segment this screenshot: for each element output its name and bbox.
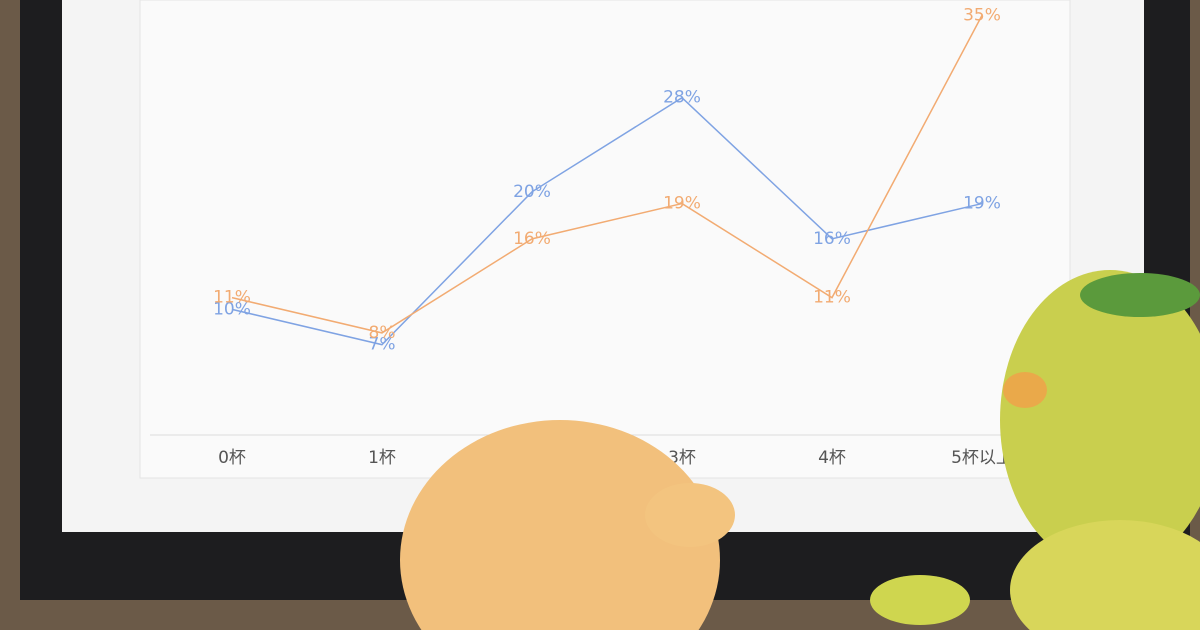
data-label: 16% — [513, 229, 551, 249]
data-label: 8% — [369, 323, 396, 343]
chart: 0杯 1杯 3杯 4杯 5杯以上10%7%20%28%16%19%11%8%16%19%… — [213, 5, 1013, 468]
felt-doll-hand — [870, 575, 970, 625]
x-tick-label: 5杯以上 — [951, 448, 1013, 468]
data-label: 20% — [513, 182, 551, 202]
x-tick-label: 0杯 — [218, 448, 246, 468]
felt-doll-body — [1010, 520, 1200, 634]
x-tick-label: 1杯 — [368, 448, 396, 468]
felt-doll-beak — [1003, 372, 1047, 408]
felt-doll-hat — [1080, 273, 1200, 317]
data-label: 11% — [813, 288, 851, 308]
data-label: 35% — [963, 5, 1001, 25]
line-series — [231, 15, 983, 334]
data-label: 11% — [213, 288, 251, 308]
felt-doll-beak — [645, 483, 735, 547]
data-label: 19% — [663, 194, 701, 214]
felt-doll-orange — [400, 420, 720, 634]
data-label: 28% — [663, 88, 701, 108]
x-tick-label: 4杯 — [818, 448, 846, 468]
data-label: 16% — [813, 229, 851, 249]
data-label: 10% — [213, 299, 251, 319]
data-label: 19% — [963, 194, 1001, 214]
chart-frame — [139, 0, 1071, 479]
line-series — [231, 96, 983, 346]
data-label: 7% — [369, 335, 396, 355]
felt-doll-green — [1000, 270, 1200, 570]
